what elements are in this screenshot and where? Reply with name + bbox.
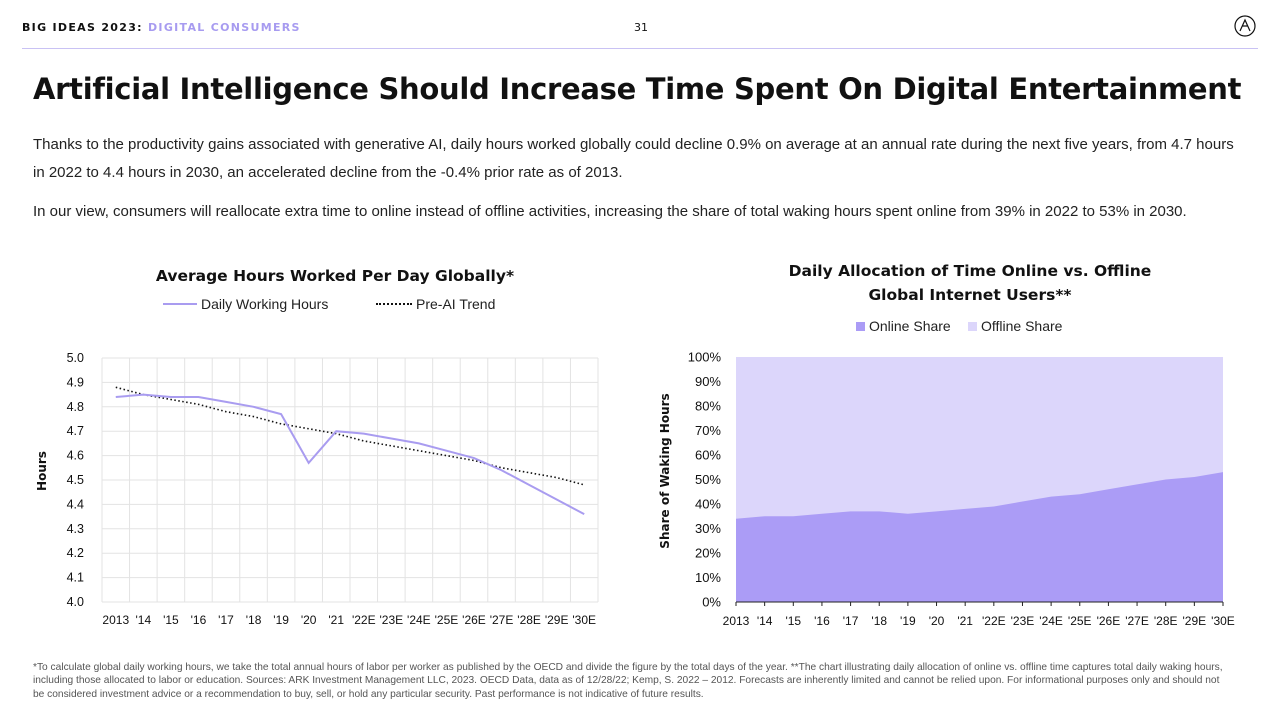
legend-online-share: Online Share: [856, 318, 951, 334]
y-tick-label: 60%: [695, 448, 721, 463]
legend-label: Pre-AI Trend: [416, 296, 496, 312]
x-tick-label: '27E: [490, 613, 514, 627]
x-tick-label: '22E: [982, 614, 1006, 628]
x-tick-label: '14: [757, 614, 773, 628]
line-chart: 5.0 4.9 4.8 4.7 4.6 4.5 4.4 4.3 4.2 4.1 4.0 2013 '1…: [35, 351, 599, 627]
legend-offline-swatch: [968, 321, 977, 331]
y-tick-label: 4.4: [67, 497, 84, 511]
paragraph-1: Thanks to the productivity gains associa…: [33, 136, 1234, 181]
x-tick-label: '24E: [407, 613, 431, 627]
area-chart-x-ticks: 2013 '14 '15 '16 '17 '18 '19 '20 '21 '22E '23E '24E…: [723, 602, 1235, 628]
area-chart-title-line-1: Daily Allocation of Time Online vs. Offl…: [788, 262, 1152, 280]
brand-section: DIGITAL CONSUMERS: [148, 21, 301, 34]
y-tick-label: 4.2: [67, 546, 84, 560]
legend-pre-ai-trend: Pre-AI Trend: [376, 296, 495, 312]
x-tick-label: '27E: [1125, 614, 1149, 628]
x-tick-label: '18: [871, 614, 887, 628]
x-tick-label: '29E: [1183, 614, 1207, 628]
x-tick-label: '25E: [435, 613, 459, 627]
x-tick-label: '21: [328, 613, 344, 627]
x-tick-label: '24E: [1039, 614, 1063, 628]
line-chart-title: Average Hours Worked Per Day Globally*: [155, 267, 515, 285]
line-chart-y-ticks: 5.0 4.9 4.8 4.7 4.6 4.5 4.4 4.3 4.2 4.1 4.0: [67, 351, 84, 609]
y-tick-label: 40%: [695, 497, 721, 512]
x-tick-label: '29E: [545, 613, 569, 627]
y-tick-label: 4.0: [67, 595, 84, 609]
x-tick-label: '20: [301, 613, 317, 627]
area-chart-y-axis-label: Share of Waking Hours: [658, 393, 672, 548]
x-tick-label: '25E: [1068, 614, 1092, 628]
x-tick-label: '17: [218, 613, 234, 627]
x-tick-label: '21: [957, 614, 973, 628]
area-chart: 100% 90% 80% 70% 60% 50% 40% 30% 20% 10% 0% 2013 '1…: [658, 350, 1235, 629]
legend-label: Daily Working Hours: [201, 296, 329, 312]
x-tick-label: '19: [273, 613, 289, 627]
header-bar: BIG IDEAS 2023: DIGITAL CONSUMERS 31: [22, 0, 1258, 50]
y-tick-label: 5.0: [67, 351, 84, 365]
x-tick-label: '26E: [1097, 614, 1121, 628]
y-tick-label: 70%: [695, 423, 721, 438]
legend-label: Offline Share: [981, 318, 1063, 334]
area-chart-title: Daily Allocation of Time Online vs. Offl…: [760, 259, 1180, 307]
footnote: *To calculate global daily working hours…: [33, 662, 1223, 700]
x-tick-label: '26E: [462, 613, 486, 627]
x-tick-label: '20: [929, 614, 945, 628]
y-tick-label: 10%: [695, 570, 721, 585]
x-tick-label: '28E: [1154, 614, 1178, 628]
legend-offline-share: Offline Share: [968, 318, 1062, 334]
y-tick-label: 100%: [688, 350, 722, 365]
y-tick-label: 4.3: [67, 522, 84, 536]
paragraph-2: In our view, consumers will reallocate e…: [33, 203, 1187, 220]
legend-online-swatch: [856, 321, 865, 331]
area-online-share: [736, 472, 1223, 602]
x-tick-label: '18: [246, 613, 262, 627]
y-tick-label: 80%: [695, 399, 721, 414]
x-tick-label: '19: [900, 614, 916, 628]
line-chart-series: [115, 386, 585, 516]
brand-label: BIG IDEAS 2023: DIGITAL CONSUMERS: [22, 21, 301, 34]
page-number: 31: [634, 21, 648, 34]
x-tick-label: '15: [785, 614, 801, 628]
x-tick-label: '14: [136, 613, 152, 627]
y-tick-label: 90%: [695, 374, 721, 389]
line-chart-x-ticks: 2013 '14 '15 '16 '17 '18 '19 '20 '21 '22E '23E '24E…: [102, 613, 596, 627]
x-tick-label: '16: [814, 614, 830, 628]
x-tick-label: '15: [163, 613, 179, 627]
y-tick-label: 0%: [702, 595, 721, 610]
y-tick-label: 30%: [695, 521, 721, 536]
y-tick-label: 4.9: [67, 375, 84, 389]
legend-daily-working-hours: Daily Working Hours: [163, 296, 328, 312]
area-chart-areas: [736, 357, 1223, 603]
y-tick-label: 4.1: [67, 571, 84, 585]
ark-logo-icon: [1234, 15, 1256, 37]
brand-main: BIG IDEAS 2023:: [22, 21, 143, 34]
legend-dotted-swatch: [376, 303, 412, 305]
legend-label: Online Share: [869, 318, 951, 334]
x-tick-label: '17: [843, 614, 859, 628]
header-divider: [22, 48, 1258, 49]
line-chart-grid: [101, 357, 599, 603]
x-tick-label: '23E: [1011, 614, 1035, 628]
legend-line-swatch: [163, 303, 197, 305]
x-tick-label: 2013: [723, 614, 750, 628]
y-tick-label: 50%: [695, 472, 721, 487]
y-tick-label: 4.5: [67, 473, 84, 487]
area-chart-title-line-2: Global Internet Users**: [868, 286, 1072, 304]
x-tick-label: '30E: [572, 613, 596, 627]
x-tick-label: '30E: [1211, 614, 1235, 628]
x-tick-label: '23E: [380, 613, 404, 627]
x-tick-label: '28E: [517, 613, 541, 627]
y-tick-label: 20%: [695, 546, 721, 561]
line-chart-y-axis-label: Hours: [35, 451, 49, 491]
x-tick-label: '16: [191, 613, 207, 627]
y-tick-label: 4.6: [67, 449, 84, 463]
y-tick-label: 4.8: [67, 400, 84, 414]
x-tick-label: '22E: [352, 613, 376, 627]
area-chart-y-ticks: 100% 90% 80% 70% 60% 50% 40% 30% 20% 10% 0%: [688, 350, 722, 610]
series-line-daily-working-hours: [115, 393, 585, 516]
x-tick-label: 2013: [102, 613, 129, 627]
page-title: Artificial Intelligence Should Increase …: [33, 72, 1242, 106]
y-tick-label: 4.7: [67, 424, 84, 438]
